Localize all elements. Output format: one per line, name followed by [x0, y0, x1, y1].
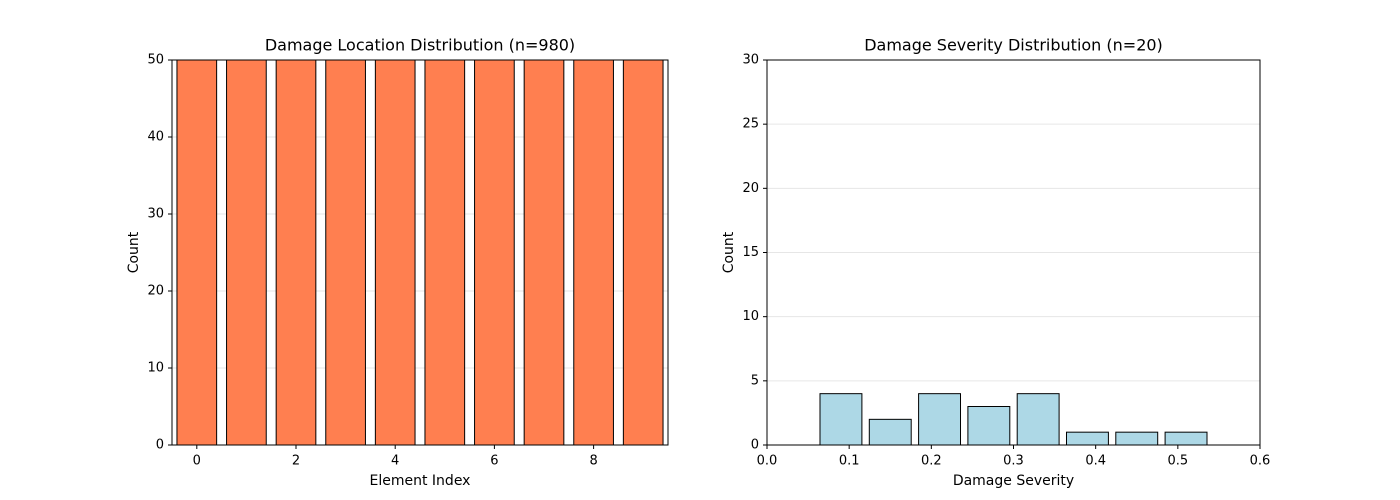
x-tick-label: 0.0 — [757, 454, 778, 469]
y-tick-label: 0 — [156, 438, 164, 453]
histogram-bar — [918, 393, 962, 445]
bar — [474, 60, 515, 445]
x-tick-label: 0 — [193, 454, 201, 469]
bar — [523, 60, 565, 445]
y-tick-label: 40 — [147, 130, 164, 145]
y-tick-label: 30 — [742, 53, 759, 68]
bar — [374, 60, 416, 445]
histogram-bar — [1065, 431, 1109, 445]
y-tick-label: 50 — [147, 53, 164, 68]
histogram-bar — [819, 393, 863, 445]
x-axis-label: Damage Severity — [953, 473, 1074, 489]
y-tick-label: 30 — [147, 207, 164, 222]
x-tick-label: 4 — [391, 454, 399, 469]
y-tick-label: 10 — [742, 309, 759, 324]
y-axis-label: Count — [126, 231, 142, 273]
x-tick-label: 0.2 — [921, 454, 942, 469]
y-tick-label: 15 — [742, 245, 759, 260]
bar — [226, 60, 267, 445]
y-tick-label: 10 — [147, 361, 164, 376]
marks — [819, 393, 1208, 445]
x-tick-label: 0.5 — [1167, 454, 1188, 469]
chart-title: Damage Severity Distribution (n=20) — [864, 36, 1163, 55]
y-axis-label: Count — [721, 231, 737, 273]
axes-frame — [171, 59, 669, 446]
histogram-bar — [1016, 393, 1060, 445]
histogram-bar — [967, 406, 1011, 445]
y-tick-label: 20 — [147, 284, 164, 299]
x-tick-label: 8 — [589, 454, 597, 469]
chart-panel: 0 5 10 15 20 25 30 0.0 0.1 0.2 0.3 0.4 0.5 0.6 Damage … — [721, 36, 1270, 490]
histogram-bar — [1115, 431, 1159, 445]
y-tick-label: 25 — [742, 117, 759, 132]
histogram-bar — [868, 418, 912, 445]
chart-panel: 0 10 20 30 40 50 0 2 4 6 8 Damage Location Distribu… — [126, 36, 669, 489]
marks — [176, 60, 664, 445]
x-tick-label: 0.4 — [1085, 454, 1106, 469]
chart-title: Damage Location Distribution (n=980) — [265, 36, 575, 55]
y-tick-label: 0 — [751, 438, 759, 453]
bar — [573, 60, 614, 445]
bar — [622, 60, 664, 445]
x-tick-label: 0.1 — [839, 454, 860, 469]
bar — [424, 60, 466, 445]
bar — [275, 60, 317, 445]
y-tick-label: 20 — [742, 181, 759, 196]
x-tick-label: 0.3 — [1003, 454, 1024, 469]
y-tick-label: 5 — [751, 373, 759, 388]
axes-frame — [766, 59, 1261, 446]
x-tick-label: 2 — [292, 454, 300, 469]
x-axis-label: Element Index — [370, 473, 471, 489]
x-tick-label: 0.6 — [1250, 454, 1271, 469]
bar — [325, 60, 366, 445]
bar — [176, 60, 218, 445]
histogram-bar — [1164, 431, 1208, 445]
x-tick-label: 6 — [490, 454, 498, 469]
